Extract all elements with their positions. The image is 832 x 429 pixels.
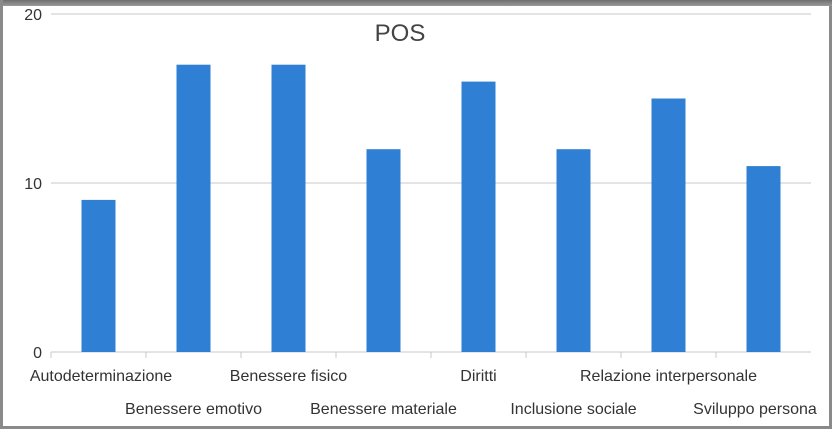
x-category-label: Benessere emotivo [125,401,262,418]
bar[interactable] [271,64,306,352]
bar[interactable] [461,81,496,352]
x-category-label: Benessere materiale [310,401,457,418]
x-category-label: Sviluppo persona [693,401,817,418]
x-category-label: Benessere fisico [230,368,347,385]
x-category-label: Autodeterminazione [30,368,172,385]
bar[interactable] [366,149,401,352]
bar[interactable] [81,199,116,352]
y-tick-label: 20 [24,7,42,24]
x-category-label: Relazione interpersonale [580,368,757,385]
chart-title: POS [375,20,426,47]
y-axis-ticks: 0 10 20 [24,7,42,362]
x-axis-labels: Autodeterminazione Benessere emotivo Benes… [30,368,817,418]
x-category-label: Diritti [460,368,496,385]
bar-chart: POS 0 10 20 Autodeterminazione Benessere em… [24,7,817,418]
bars [81,64,781,353]
y-tick-label: 10 [24,176,42,193]
bar[interactable] [556,149,591,352]
bar[interactable] [746,166,781,352]
y-tick-label: 0 [33,345,42,362]
bar[interactable] [176,64,211,352]
grid-lines [50,13,811,358]
x-category-label: Inclusione sociale [510,401,636,418]
bar[interactable] [651,98,686,353]
window-top-edge [3,0,832,6]
